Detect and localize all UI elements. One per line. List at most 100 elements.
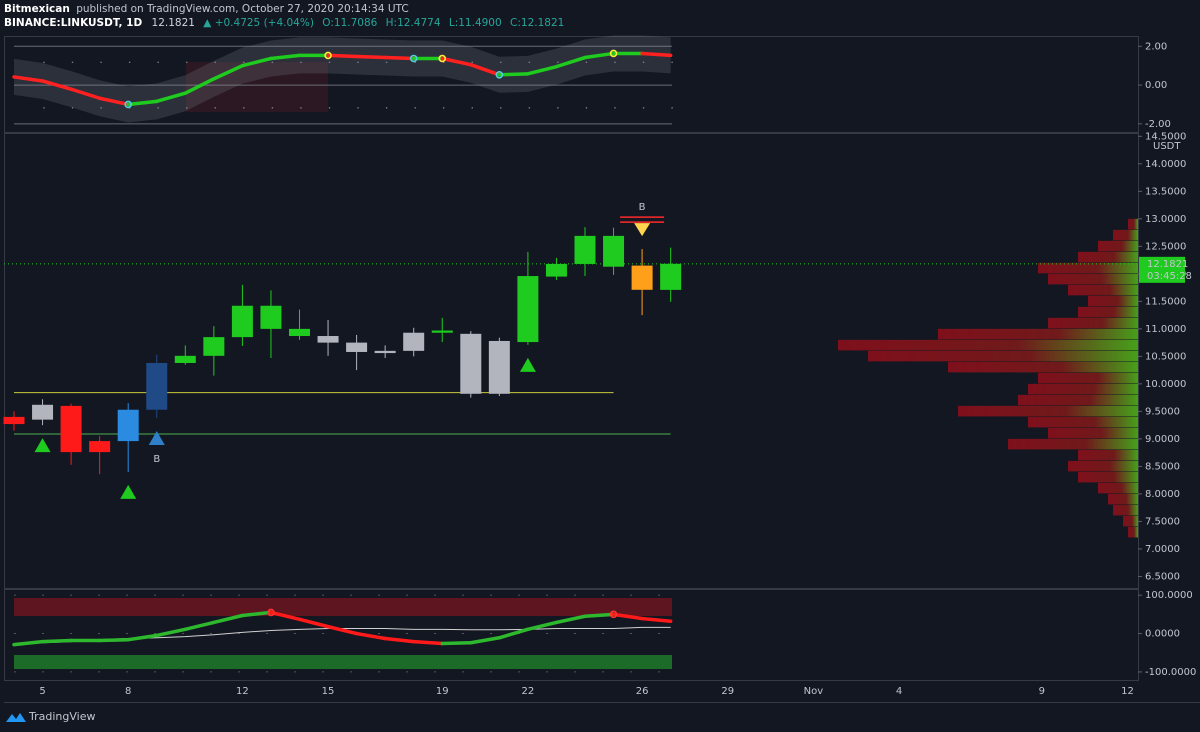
volume-profile-bar [1038,372,1138,384]
signal-label: B [153,454,160,465]
grid-dot [614,107,616,109]
line-segment [297,617,330,629]
volume-profile-bar [1068,284,1138,296]
y-tick-label: 0.00 [1145,80,1167,91]
grid-dot [100,61,102,64]
line-segment [69,87,102,101]
grid-dot [71,61,74,64]
signal-marker [409,54,418,63]
signal-label: B [639,202,646,213]
volume-profile-bar [958,405,1138,417]
brand: TradingView [28,710,95,723]
frames [4,36,1200,703]
signal-marker [495,70,504,79]
shade [186,62,328,112]
line-segment [354,631,387,641]
grid-dot [300,107,302,109]
line-segment [269,53,302,61]
grid-dot [385,61,388,64]
candle-body [460,333,482,394]
header-line1: Bitmexican published on TradingView.com,… [4,3,409,15]
grid-dot [528,107,531,109]
grid-dot [100,107,102,109]
candle-body [660,263,682,290]
grid-dot [300,61,302,64]
y-tick-label: 100.0000 [1145,590,1193,601]
signal-triangle [120,484,137,499]
y-tick-label: -100.0000 [1145,667,1196,678]
x-tick-label: 26 [636,686,649,697]
price: 12.1821 [152,17,195,29]
volume-profile-bar [1078,306,1138,318]
x-tick-label: 29 [721,686,734,697]
y-tick-label: 13.0000 [1145,214,1186,225]
volume-profile-bar [1048,427,1138,439]
high: H:12.4774 [386,17,441,29]
volume-profile-bar [1068,460,1138,472]
signal-triangle [519,357,536,372]
line-segment [526,64,559,76]
line-segment [640,616,673,624]
volume-profile-bar [1028,383,1138,395]
volume-profile-bar [938,328,1138,340]
x-tick-label: 12 [236,686,249,697]
open: O:11.7086 [322,17,377,29]
signal-marker [267,608,275,617]
grid-dot [243,107,245,109]
grid-dot [414,107,416,109]
grid-dot [328,107,331,109]
y-tick-label: 2.00 [1145,41,1167,52]
candle-body [603,235,625,267]
y-tick-label: -2.00 [1145,119,1171,130]
volume-profile-bar [1113,229,1138,241]
grid-dot [614,61,616,64]
x-tick-label: 19 [436,686,449,697]
grid-dot [642,61,645,64]
y-tick-label: 7.0000 [1145,544,1180,555]
candle-body [517,276,539,343]
user: Bitmexican [4,3,70,15]
candle-body [117,409,139,442]
grid-dot [500,107,502,109]
y-tick-label: 12.5000 [1145,241,1186,252]
candle-body [346,342,368,352]
grid-dot [71,107,74,109]
line-segment [469,62,502,77]
line-segment [183,77,216,95]
band [14,35,671,123]
grid-dot [243,61,245,64]
close: C:12.1821 [510,17,564,29]
line-segment [12,639,45,647]
x-tick-label: 5 [39,686,45,697]
candle-body [174,355,196,363]
signal-triangle [148,430,165,445]
grid-dot [328,61,331,64]
line-segment [554,55,587,69]
candle-body [574,235,596,264]
y-tick-label: 9.0000 [1145,434,1180,445]
volume-profile-bar [1048,317,1138,329]
y-tick-label: 9.5000 [1145,406,1180,417]
last-price-box [1139,256,1185,283]
volume-profile-bar [1078,251,1138,263]
candle-body [631,265,653,290]
candle-body [545,263,567,277]
line-segment [326,53,359,59]
candle-body [289,328,310,337]
x-tick-label: 22 [522,686,535,697]
y-tick-label: 11.5000 [1145,296,1186,307]
volume-profile-bar [1128,218,1138,230]
line-segment [97,637,130,643]
line-segment [12,75,45,83]
grid-dot [557,107,559,109]
volume-profile-bar [1028,416,1138,428]
grid-dot [528,61,531,64]
candle-body [60,405,82,453]
signal-marker [609,610,618,619]
candle-body [89,441,111,453]
y-tick-label: 10.5000 [1145,351,1186,362]
line-segment [411,639,444,646]
grid-dot [642,107,645,109]
volume-profile-bar [1078,449,1138,461]
